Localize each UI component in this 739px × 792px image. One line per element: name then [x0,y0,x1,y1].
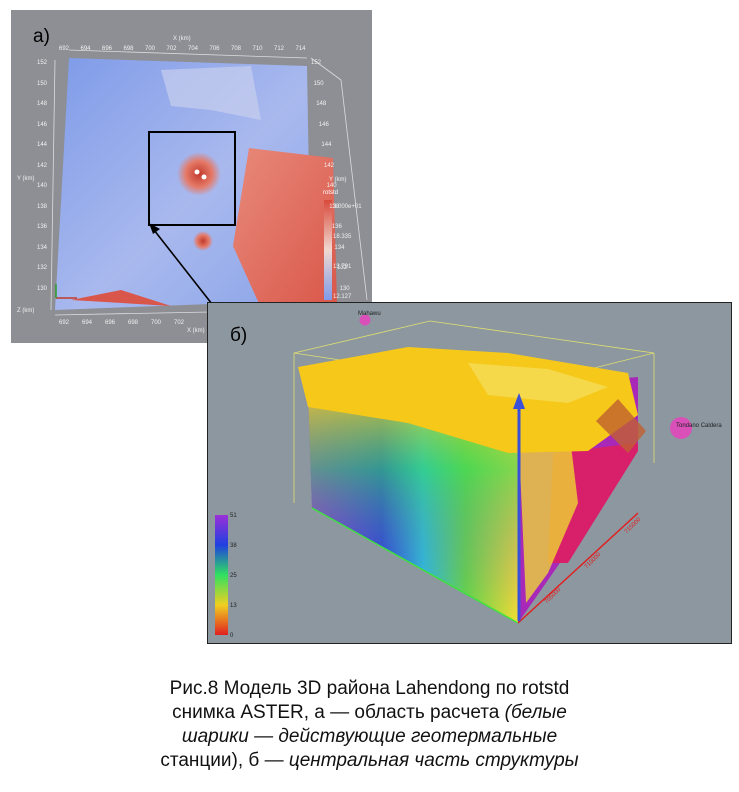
station-mahawu [359,314,371,326]
z-axis-title: Z (km) [17,308,35,314]
station-ball-2 [201,174,207,180]
selection-box [148,131,236,226]
x-tick-label: 698 [123,46,134,52]
x-tick-label: 712 [274,46,285,52]
colorbar-tick-label: 3.000e+01 [333,204,362,210]
x-tick-label: 714 [295,46,306,52]
y-axis-title-right: Y (km) [329,177,347,183]
caption-line-4: станции), б — центральная часть структур… [160,750,579,771]
colorbar-title: rotstd [323,190,339,196]
colorbar-tick-label: 0 [230,633,234,639]
figure-caption: Рис.8 Модель 3D района Lahendong по rots… [0,677,739,773]
colorbar-tick-label: 12.127 [333,294,352,300]
station-tondano [670,417,692,439]
caption-line-2: снимка ASTER, а — область расчета (белые [172,702,567,723]
x-tick-label: 700 [145,46,156,52]
colorbar-tick-label: 18.335 [333,234,352,240]
y-tick-label-right: 144 [321,142,332,148]
bottom-x-tick-label: 702 [174,320,185,326]
bottom-x-tick-label: 700 [151,320,162,326]
y-tick-label-right: 134 [334,244,345,251]
y-tick-label-right: 140 [326,183,337,189]
y-tick-label: 144 [37,142,48,148]
caption-line-1: Рис.8 Модель 3D района Lahendong по rots… [169,678,570,699]
x-tick-label: 696 [102,46,113,52]
y-tick-label-right: 152 [311,60,322,66]
colorbar-a [324,200,332,300]
central-hotspot [177,152,221,196]
y-tick-label-right: 136 [331,224,342,230]
bottom-x-tick-label: 694 [82,320,93,326]
y-tick-label-right: 148 [316,101,327,107]
bottom-x-tick-label: 696 [105,320,116,326]
figure-a: а) X (km) 692 694 696 698 700 702 704 706 708 710… [11,10,372,343]
southern-hotspot [193,231,213,251]
y-tick-label-right: 146 [318,121,329,128]
y-tick-label: 132 [37,265,48,271]
y-tick-label: 150 [37,80,48,87]
x-tick-label: 702 [166,46,177,52]
panel-label-a: а) [33,26,50,47]
y-tick-label: 138 [37,203,48,210]
x-tick-label: 710 [252,46,263,52]
station-ball-1 [194,169,200,175]
y-tick-label: 148 [37,101,48,107]
y-tick-label-right: 132 [337,265,348,271]
x-tick-label: 694 [80,46,91,52]
y-tick-label: 136 [37,224,48,230]
y-tick-label-right: 142 [324,162,335,169]
figure-a-surface [50,49,368,316]
bright-ridge [161,66,261,120]
x-tick-label: 692 [59,46,70,52]
x-tick-label: 708 [231,46,242,52]
figure-b-volume [215,314,692,635]
panel-label-b: б) [230,325,248,346]
y-tick-label: 140 [37,183,48,189]
y-tick-label: 130 [37,285,48,292]
bottom-axis-title: X (km) [187,328,205,334]
colorbar-tick-label: 51 [230,513,237,519]
y-tick-label: 146 [37,121,48,128]
colorbar-tick-label: 25 [230,573,237,579]
x-tick-label: 706 [209,46,220,52]
colorbar-tick-label: 13 [230,603,237,609]
y-tick-label: 152 [37,60,48,66]
station-tondano-label: Tondano Caldera [676,423,722,429]
y-tick-label-right: 138 [329,203,340,210]
y-tick-label-right: 150 [313,80,324,87]
bottom-x-tick-label: 692 [59,320,70,326]
red-ridge-bottom [71,290,171,306]
red-terrain [233,148,337,308]
y-tick-label: 134 [37,244,48,251]
y-tick-label: 142 [37,162,48,169]
top-axis-title: X (km) [173,36,191,42]
y-tick-label-right: 130 [339,285,350,292]
caption-line-3: шарики — действующие геотермальные [181,726,558,747]
station-mahawu-label: Mahawu [358,311,381,317]
colorbar-b [215,515,228,635]
figure-b: б) Mahawu Tondano Caldera 51 38 25 13 0 7050… [207,302,732,644]
bottom-x-tick-label: 698 [128,320,139,326]
x-tick-label: 704 [188,46,199,52]
colorbar-tick-label: 13.791 [333,264,352,270]
colorbar-tick-label: 38 [230,543,237,549]
y-axis-title: Y (km) [17,176,35,182]
